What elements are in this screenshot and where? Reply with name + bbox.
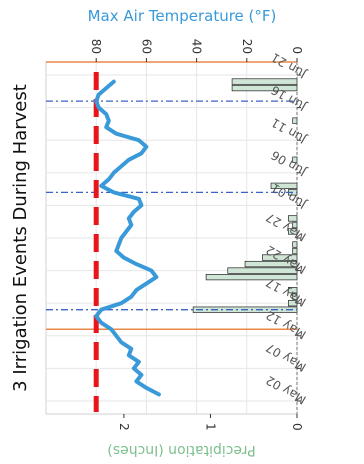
precip-tick-label-1: 1 [203, 423, 217, 431]
temp-tick-label-3: 60 [139, 39, 153, 54]
precip-bar-16 [292, 117, 298, 124]
precip-bar-3 [287, 287, 298, 294]
precip-bar-18 [231, 78, 298, 85]
precipitation-axis-label: Precipitation (Inches) [107, 442, 255, 458]
temperature-line [94, 79, 161, 397]
harvest-window-lines [46, 61, 297, 331]
temperature-axis-ticks: 0 20 40 60 80 [89, 39, 304, 62]
precip-tick-label-2: 2 [117, 423, 131, 431]
grid-lines [46, 62, 298, 414]
precip-bar-10 [287, 228, 298, 235]
precip-bar-12 [287, 215, 298, 222]
chart-title: 3 Irrigation Events During Harvest [10, 84, 31, 392]
irrigation-event-lines [46, 100, 297, 311]
temp-tick-label-4: 80 [89, 39, 103, 54]
precip-tick-label-0: 0 [290, 423, 304, 431]
temp-tick-label-1: 20 [240, 39, 254, 54]
precip-bar-8 [292, 247, 298, 255]
precip-bar-4 [205, 273, 298, 281]
temp-tick-label-0: 0 [290, 46, 304, 54]
temperature-axis-label: Max Air Temperature (°F) [88, 7, 277, 25]
precipitation-axis-ticks: 0 1 2 [117, 414, 304, 431]
precip-bar-14 [270, 182, 298, 189]
precip-bar-2 [292, 293, 298, 300]
temp-tick-label-2: 40 [190, 39, 204, 54]
precip-bar-9 [292, 241, 298, 248]
